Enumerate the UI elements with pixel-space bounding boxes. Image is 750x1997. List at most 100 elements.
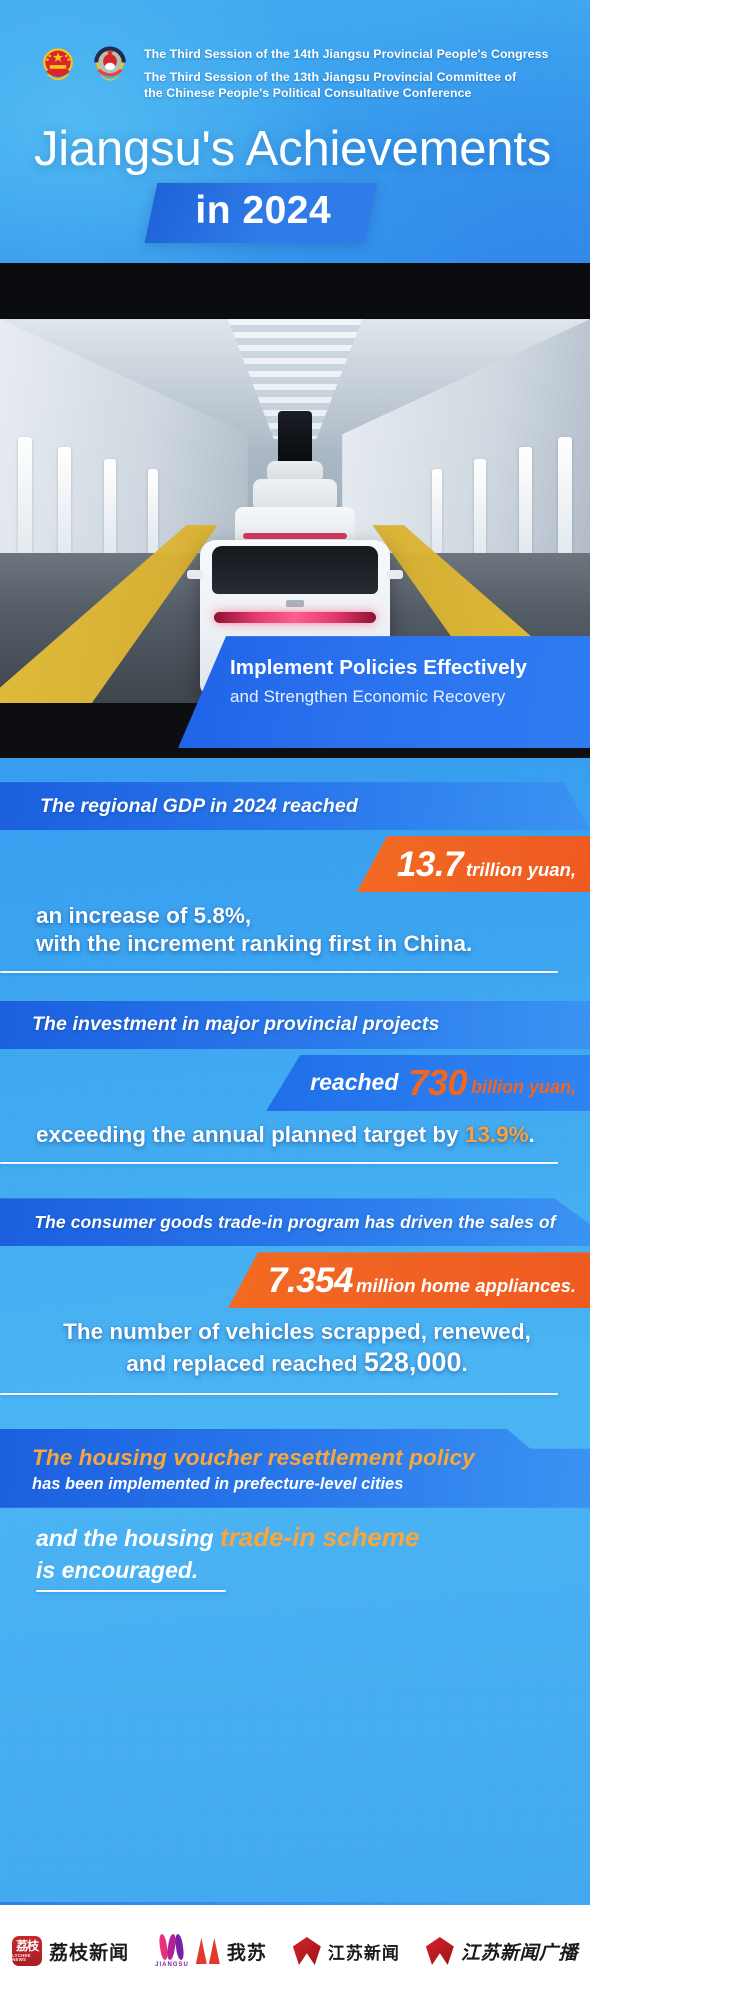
pillar-4 xyxy=(148,469,158,570)
pillar-1 xyxy=(18,437,32,588)
section-banner: Implement Policies Effectively and Stren… xyxy=(178,636,590,749)
tradein-figure-unit: million home appliances. xyxy=(356,1274,576,1296)
national-emblem-icon xyxy=(43,48,73,81)
congress-line: The Third Session of the 14th Jiangsu Pr… xyxy=(144,47,549,61)
lizhi-mark-text: 荔枝 xyxy=(16,1938,39,1953)
spacer xyxy=(0,1164,590,1198)
in-glyph-3 xyxy=(174,1933,186,1961)
gdp-body: an increase of 5.8%, with the increment … xyxy=(0,894,590,961)
jiangsu-news-label: 江苏新闻 xyxy=(327,1943,400,1963)
pillar-8 xyxy=(432,469,442,570)
tradein-body-post: . xyxy=(461,1350,468,1376)
tradein-body-line-1: The number of vehicles scrapped, renewed… xyxy=(63,1319,531,1345)
gdp-headline: The regional GDP in 2024 reached xyxy=(40,794,358,817)
lizhi-mark-icon: 荔枝 LYCHEE NEWS xyxy=(12,1936,43,1966)
investment-headline-bar: The investment in major provincial proje… xyxy=(0,1000,590,1049)
investment-body: exceeding the annual planned target by 1… xyxy=(0,1113,590,1152)
poster-title: Jiangsu's Achievements xyxy=(34,121,552,176)
logo-lizhi-news[interactable]: 荔枝 LYCHEE NEWS 荔枝新闻 xyxy=(12,1936,129,1966)
pillar-5 xyxy=(558,437,572,588)
tradein-body: The number of vehicles scrapped, renewed… xyxy=(0,1310,590,1382)
tradein-divider xyxy=(0,1392,558,1395)
banner-line-2: and Strengthen Economic Recovery xyxy=(230,687,506,707)
logo-jiangsu-news-radio[interactable]: 江苏新闻广播 xyxy=(426,1937,578,1965)
car-rear-window xyxy=(212,546,378,595)
banner-line-1: Implement Policies Effectively xyxy=(230,656,527,680)
car-mirror-right xyxy=(387,570,403,580)
housing-body-line-1: and the housing trade-in scheme xyxy=(36,1522,590,1553)
investment-figure-unit: billion yuan, xyxy=(470,1076,576,1097)
year-badge-label: in 2024 xyxy=(195,189,332,233)
gdp-figure-tag: 13.7 trillion yuan, xyxy=(356,836,590,893)
tradein-body-line-2: and replaced reached 528,000. xyxy=(26,1346,568,1379)
car-taillight-bar xyxy=(214,612,376,624)
housing-body-pre: and the housing xyxy=(36,1524,220,1551)
gdp-figure-number: 13.7 xyxy=(396,845,464,885)
investment-figure-number: 730 xyxy=(408,1061,467,1103)
investment-headline: The investment in major provincial proje… xyxy=(32,1013,440,1036)
tradein-headline-bar: The consumer goods trade-in program has … xyxy=(0,1198,590,1247)
emblems xyxy=(36,42,132,88)
spacer xyxy=(0,973,590,1001)
pillar-6 xyxy=(519,447,532,583)
poster-header: The Third Session of the 14th Jiangsu Pr… xyxy=(0,0,590,245)
gdp-headline-bar: The regional GDP in 2024 reached xyxy=(0,782,590,830)
spacer xyxy=(0,766,590,782)
investment-figure-row: reached 730 billion yuan, xyxy=(0,1054,590,1111)
gdp-figure-unit: trillion yuan, xyxy=(466,858,576,880)
in-mark-sub: JIANGSU xyxy=(155,1962,189,1968)
spacer xyxy=(0,1395,590,1429)
housing-headline-bar: The housing voucher resettlement policy … xyxy=(0,1428,590,1508)
housing-headline: The housing voucher resettlement policy xyxy=(32,1444,475,1470)
investment-body-line-1: exceeding the annual planned target by 1… xyxy=(36,1121,568,1148)
investment-figure-tag: reached 730 billion yuan, xyxy=(266,1054,590,1111)
logo-wosu[interactable]: JIANGSU 我苏 xyxy=(155,1933,267,1968)
car-distant-4 xyxy=(267,461,323,484)
wosu-label: 我苏 xyxy=(226,1942,267,1964)
year-badge: in 2024 xyxy=(144,183,378,244)
header-text-lines: The Third Session of the 14th Jiangsu Pr… xyxy=(132,42,548,102)
photo-letterbox-top xyxy=(0,263,590,320)
gdp-figure-row: 13.7 trillion yuan, xyxy=(0,836,590,893)
lizhi-mark-sub: LYCHEE NEWS xyxy=(12,1952,31,1962)
gdp-divider xyxy=(0,970,558,973)
infographic-poster: The Third Session of the 14th Jiangsu Pr… xyxy=(0,0,590,1997)
footer-top-rule xyxy=(0,1902,590,1905)
gdp-body-line-2: with the increment ranking first in Chin… xyxy=(36,930,473,956)
car-distant-3 xyxy=(253,479,337,512)
in-jiangsu-mark-icon: JIANGSU xyxy=(155,1933,189,1968)
logo-jiangsu-news[interactable]: 江苏新闻 xyxy=(293,1937,400,1965)
housing-divider xyxy=(36,1589,226,1592)
investment-figure-lead: reached xyxy=(310,1069,399,1096)
jiangsu-arrow-icon xyxy=(293,1937,321,1965)
emblem-row: The Third Session of the 14th Jiangsu Pr… xyxy=(0,42,590,102)
investment-body-pre: exceeding the annual planned target by xyxy=(36,1121,465,1147)
cppcc-line-1: The Third Session of the 13th Jiangsu Pr… xyxy=(144,70,517,85)
tradein-figure-tag: 7.354 million home appliances. xyxy=(227,1252,590,1309)
housing-body: and the housing trade-in scheme is encou… xyxy=(0,1508,590,1592)
tradein-body-pre: and replaced reached xyxy=(126,1350,364,1376)
housing-subline: has been implemented in prefecture-level… xyxy=(32,1474,404,1493)
tradein-figure-number: 7.354 xyxy=(267,1261,354,1301)
tradein-headline: The consumer goods trade-in program has … xyxy=(34,1211,556,1232)
investment-body-highlight: 13.9% xyxy=(464,1121,529,1147)
jiangsu-radio-arrow-icon xyxy=(426,1937,454,1965)
pillar-3 xyxy=(104,459,116,578)
gdp-body-line-1: an increase of 5.8%, xyxy=(36,903,252,929)
car-badge xyxy=(286,600,304,608)
content-stack: The regional GDP in 2024 reached 13.7 tr… xyxy=(0,758,590,1592)
investment-divider xyxy=(0,1162,558,1165)
investment-body-post: . xyxy=(528,1121,535,1147)
cppcc-line-2: the Chinese People's Political Consultat… xyxy=(144,86,472,101)
jiangsu-radio-label: 江苏新闻广播 xyxy=(460,1942,578,1964)
pillar-7 xyxy=(474,459,486,578)
title-badge-wrap: in 2024 xyxy=(0,183,590,245)
lizhi-label: 荔枝新闻 xyxy=(49,1942,130,1964)
housing-body-highlight: trade-in scheme xyxy=(220,1521,420,1552)
housing-body-line-2: is encouraged. xyxy=(36,1556,199,1583)
cppcc-emblem-icon xyxy=(94,46,126,81)
tunnel-vanishing-point xyxy=(278,411,312,466)
pagoda-icon xyxy=(195,1938,220,1964)
footer-logos: 荔枝 LYCHEE NEWS 荔枝新闻 JIANGSU 我苏 江苏新闻 xyxy=(0,1905,590,1997)
tradein-figure-row: 7.354 million home appliances. xyxy=(0,1252,590,1309)
